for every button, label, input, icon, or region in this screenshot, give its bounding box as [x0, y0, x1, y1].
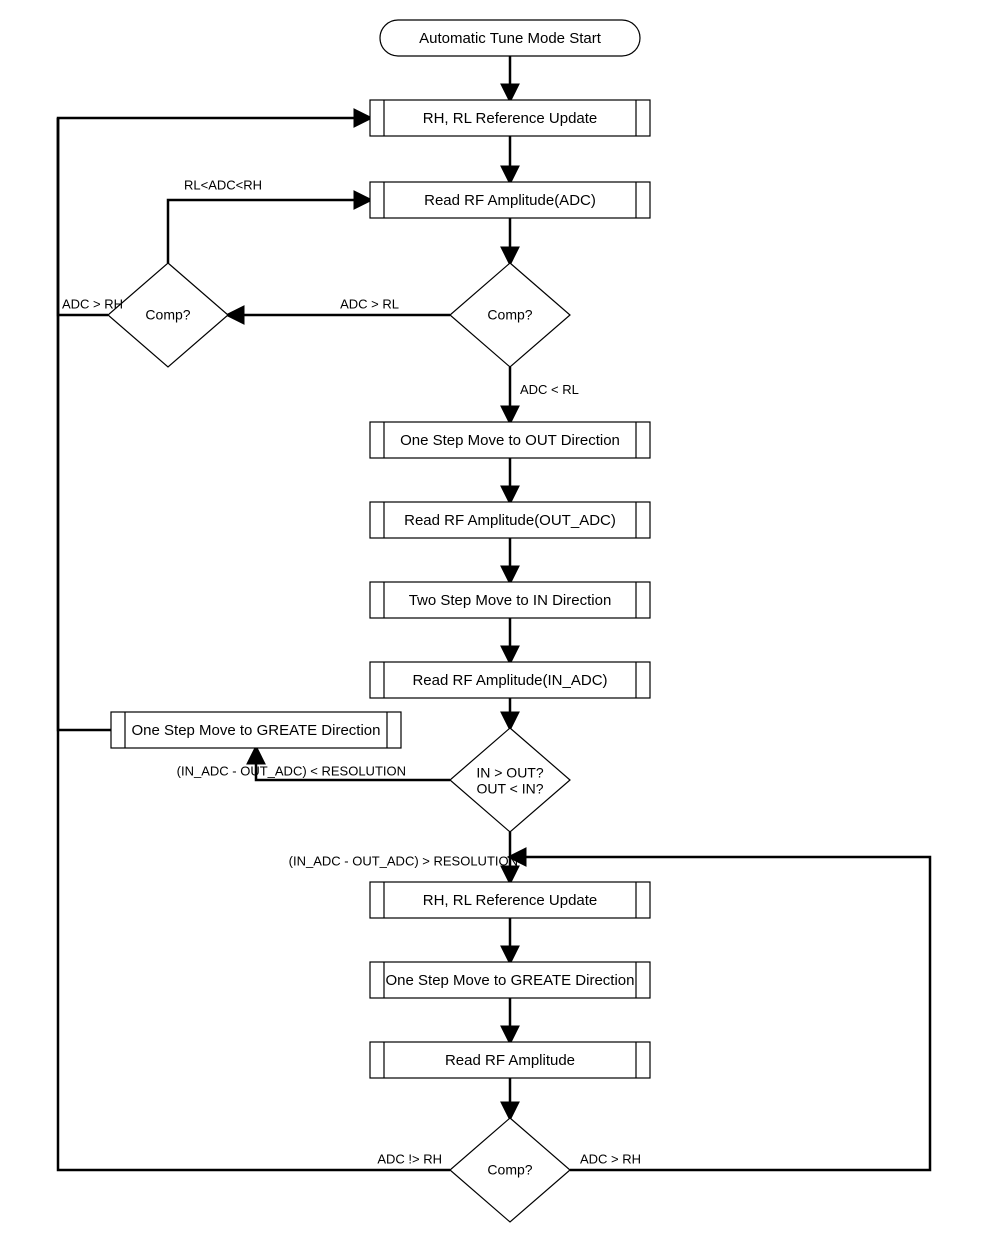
svg-text:ADC > RH: ADC > RH — [62, 296, 123, 311]
svg-text:Two Step Move to IN Direction: Two Step Move to IN Direction — [409, 592, 612, 609]
svg-text:(IN_ADC - OUT_ADC) > RESOLUTIO: (IN_ADC - OUT_ADC) > RESOLUTION — [289, 853, 518, 868]
svg-text:RH, RL Reference Update: RH, RL Reference Update — [423, 110, 598, 127]
svg-text:Comp?: Comp? — [487, 1162, 532, 1178]
svg-text:ADC > RL: ADC > RL — [340, 296, 399, 311]
svg-text:RL<ADC<RH: RL<ADC<RH — [184, 177, 262, 192]
svg-text:RH, RL Reference Update: RH, RL Reference Update — [423, 892, 598, 909]
svg-text:Automatic Tune Mode Start: Automatic Tune Mode Start — [419, 30, 602, 47]
svg-text:ADC > RH: ADC > RH — [580, 1151, 641, 1166]
svg-text:ADC < RL: ADC < RL — [520, 382, 579, 397]
svg-text:(IN_ADC - OUT_ADC) < RESOLUTIO: (IN_ADC - OUT_ADC) < RESOLUTION — [177, 763, 406, 778]
svg-text:ADC !> RH: ADC !> RH — [377, 1151, 442, 1166]
svg-text:One Step Move to OUT Direction: One Step Move to OUT Direction — [400, 432, 620, 449]
svg-text:Read RF Amplitude(IN_ADC): Read RF Amplitude(IN_ADC) — [412, 672, 607, 689]
svg-text:Read RF Amplitude: Read RF Amplitude — [445, 1052, 575, 1069]
svg-text:Read RF Amplitude(ADC): Read RF Amplitude(ADC) — [424, 192, 596, 209]
svg-text:IN > OUT?: IN > OUT? — [476, 765, 544, 781]
svg-text:Read RF Amplitude(OUT_ADC): Read RF Amplitude(OUT_ADC) — [404, 512, 616, 529]
svg-text:Comp?: Comp? — [487, 307, 532, 323]
svg-text:OUT < IN?: OUT < IN? — [476, 781, 543, 797]
svg-text:One Step Move to GREATE Direct: One Step Move to GREATE Direction — [132, 722, 381, 739]
svg-text:One Step Move to GREATE Direct: One Step Move to GREATE Direction — [386, 972, 635, 989]
svg-text:Comp?: Comp? — [145, 307, 190, 323]
